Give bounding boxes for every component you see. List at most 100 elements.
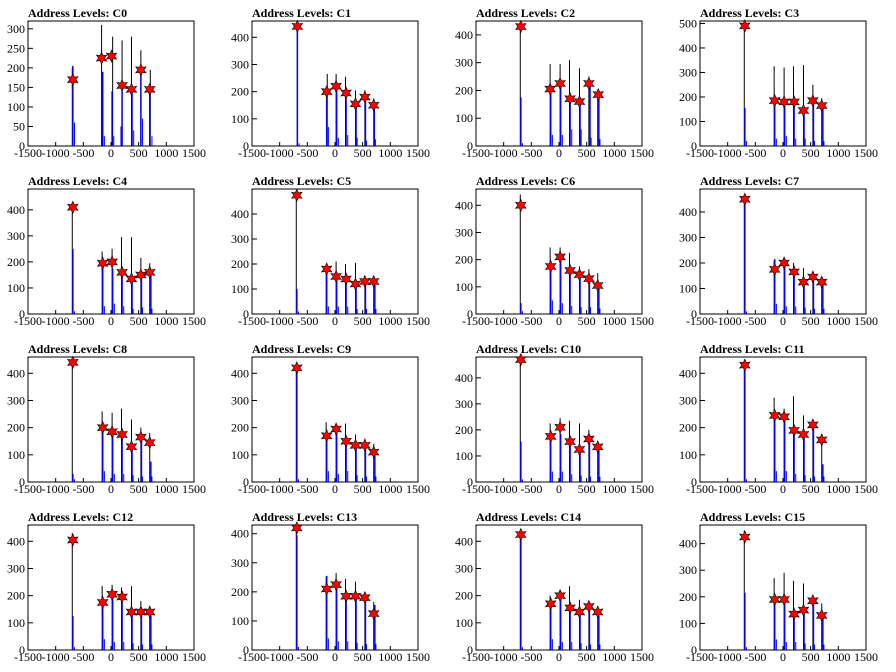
y-tick-label: 0 [467, 139, 473, 153]
peak-marker [106, 255, 118, 269]
x-tick-label: 500 [578, 146, 596, 160]
y-tick-label: 0 [243, 643, 249, 657]
y-tick-label: 300 [455, 397, 473, 411]
chart-panel: Address Levels: C9 0 100 200 300 400 -1500 -100… [231, 342, 430, 496]
x-tick-label: 500 [130, 314, 148, 328]
y-tick-label: 300 [7, 229, 25, 243]
chart-title: Address Levels: C14 [476, 510, 581, 524]
x-tick-label: -500 [520, 314, 542, 328]
plot-frame [699, 20, 867, 147]
x-tick-label: -1000 [490, 314, 518, 328]
x-tick-label: 500 [578, 650, 596, 664]
peak-marker [143, 265, 156, 280]
y-tick-label: 100 [679, 114, 697, 128]
x-tick-label: 1000 [154, 482, 178, 496]
y-tick-label: 200 [455, 589, 473, 603]
peak-marker [788, 607, 800, 621]
peak-marker [340, 589, 352, 603]
y-tick-label: 200 [679, 590, 697, 604]
peak-marker [564, 601, 576, 615]
peak-marker [583, 599, 595, 614]
peak-marker [291, 19, 304, 34]
x-tick-label: 0 [108, 314, 114, 328]
chart-panel: Address Levels: C10 0 100 200 300 400 -1500 -10… [455, 342, 654, 496]
y-tick-label: 100 [455, 616, 473, 630]
x-tick-label: -1000 [714, 650, 742, 664]
peak-marker [564, 92, 576, 106]
chart-panel: Address Levels: C15 0 100 200 300 400 -1500 -10… [679, 510, 878, 664]
x-tick-label: 1500 [630, 314, 654, 328]
plot-frame [27, 188, 195, 315]
x-tick-label: -1000 [266, 146, 294, 160]
x-tick-label: 1000 [602, 314, 626, 328]
x-tick-label: -500 [744, 314, 766, 328]
y-tick-label: 0 [691, 643, 697, 657]
y-tick-label: 400 [231, 30, 249, 44]
peak-marker [320, 262, 333, 276]
chart-panel: Address Levels: C14 0 100 200 300 400 -1500 -10… [455, 510, 654, 664]
y-tick-label: 400 [231, 207, 249, 221]
y-tick-label: 250 [7, 41, 25, 55]
x-tick-label: -1500 [14, 146, 42, 160]
x-tick-label: 1000 [826, 314, 850, 328]
peak-marker [797, 427, 810, 442]
x-tick-label: -1500 [686, 482, 714, 496]
y-tick-label: 0 [467, 475, 473, 489]
peak-marker [544, 259, 557, 274]
y-tick-label: 200 [455, 83, 473, 97]
y-tick-label: 100 [455, 280, 473, 294]
peak-marker [768, 408, 781, 423]
x-tick-label: 1500 [406, 146, 430, 160]
peak-marker [349, 438, 362, 453]
y-tick-label: 300 [455, 561, 473, 575]
x-tick-label: -500 [72, 650, 94, 664]
y-tick-label: 0 [691, 307, 697, 321]
peak-marker [573, 94, 586, 109]
x-tick-label: 1000 [154, 146, 178, 160]
x-tick-label: 0 [332, 314, 338, 328]
chart-panel: Address Levels: C11 0 100 200 300 400 -1500 -10… [679, 342, 878, 496]
y-tick-label: 0 [243, 307, 249, 321]
peak-marker [514, 352, 527, 367]
x-tick-label: 500 [802, 314, 820, 328]
chart-title: Address Levels: C6 [476, 174, 575, 188]
x-tick-label: -1500 [462, 146, 490, 160]
peak-marker [96, 595, 109, 610]
y-tick-label: 400 [231, 366, 249, 380]
y-tick-label: 100 [7, 100, 25, 114]
peak-marker [125, 272, 138, 286]
y-tick-label: 200 [679, 256, 697, 270]
y-tick-label: 150 [7, 80, 25, 94]
peak-marker [125, 439, 138, 454]
x-tick-label: -1000 [714, 314, 742, 328]
peak-marker [320, 582, 333, 596]
chart-panel: Address Levels: C5 0 100 200 300 400 -1500 -100… [231, 174, 430, 328]
peak-marker [591, 605, 604, 619]
x-tick-label: -500 [744, 650, 766, 664]
chart-panel: Address Levels: C8 0 100 200 300 400 -1500 -100… [7, 342, 206, 496]
y-tick-label: 200 [679, 421, 697, 435]
x-tick-label: -500 [296, 650, 318, 664]
y-tick-label: 300 [679, 65, 697, 79]
peak-marker [788, 95, 800, 109]
peak-marker [330, 269, 342, 284]
peak-marker [591, 440, 604, 454]
x-tick-label: 500 [578, 314, 596, 328]
peak-marker [788, 265, 800, 279]
y-tick-label: 0 [691, 475, 697, 489]
x-tick-label: 500 [802, 482, 820, 496]
peak-marker [768, 93, 781, 108]
y-tick-label: 300 [7, 393, 25, 407]
x-tick-label: 0 [556, 146, 562, 160]
x-tick-label: 1000 [602, 482, 626, 496]
x-tick-label: 500 [578, 482, 596, 496]
y-tick-label: 400 [455, 28, 473, 42]
peak-marker [807, 594, 819, 608]
peak-marker [367, 274, 380, 289]
x-tick-label: 1500 [630, 146, 654, 160]
x-tick-label: -500 [296, 482, 318, 496]
plot-frame [699, 524, 867, 651]
x-tick-label: 500 [802, 650, 820, 664]
peak-marker [116, 427, 128, 442]
x-tick-label: 1000 [378, 482, 402, 496]
